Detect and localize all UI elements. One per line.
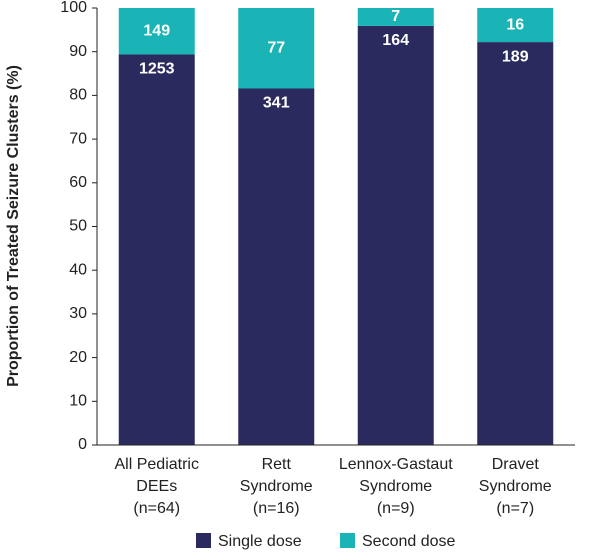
y-tick-label: 60 (69, 174, 87, 191)
y-tick-label: 90 (69, 43, 87, 60)
bar-segment (118, 8, 195, 55)
bar-segment (238, 88, 315, 446)
x-tick-label-line: (n=9) (377, 500, 415, 517)
x-tick-label-line: All Pediatric (115, 456, 199, 473)
y-tick-label: 80 (69, 87, 87, 104)
x-tick-label-line: Rett (262, 456, 292, 473)
bar-segment (357, 25, 434, 446)
y-axis-title: Proportion of Treated Seizure Clusters (… (5, 65, 22, 387)
bar-segment (477, 8, 554, 43)
x-tick-label-line: Syndrome (479, 478, 552, 495)
legend-swatch (196, 533, 211, 548)
x-tick-label-line: Syndrome (240, 478, 313, 495)
bar-segment (118, 54, 195, 446)
count-label: 164 (382, 32, 409, 49)
x-tick-label-line: (n=16) (253, 500, 300, 517)
y-tick-label: 0 (78, 436, 87, 453)
legend-label: Second dose (362, 533, 456, 550)
count-label: 149 (143, 22, 170, 39)
y-tick-label: 100 (60, 0, 87, 16)
bar-segment (357, 8, 434, 26)
y-tick-label: 50 (69, 218, 87, 235)
x-tick-label: All Pediatric DEEs (n=64) (115, 456, 199, 517)
x-tick-label: Dravet Syndrome (n=7) (479, 456, 552, 517)
x-tick-label-line: DEEs (136, 478, 177, 495)
count-label: 341 (263, 95, 290, 112)
legend-label: Single dose (218, 533, 302, 550)
count-label: 1253 (139, 61, 175, 78)
y-tick-label: 10 (69, 393, 87, 410)
y-tick-label: 40 (69, 261, 87, 278)
count-label: 77 (267, 39, 285, 56)
count-label: 7 (391, 8, 400, 25)
y-tick-label: 70 (69, 130, 87, 147)
x-tick-label-line: (n=64) (133, 500, 180, 517)
count-label: 16 (506, 16, 524, 33)
x-tick-label: Rett Syndrome (n=16) (240, 456, 313, 517)
bar-segment (477, 42, 554, 445)
x-tick-label-line: Lennox-Gastaut (339, 456, 453, 473)
legend-swatch (340, 533, 355, 548)
x-tick-label-line: Dravet (492, 456, 540, 473)
x-tick-label-line: Syndrome (359, 478, 432, 495)
x-tick-label-line: (n=7) (496, 500, 534, 517)
y-tick-label: 30 (69, 305, 87, 322)
bar-segment (238, 8, 315, 89)
count-label: 189 (502, 48, 529, 65)
y-tick-label: 20 (69, 349, 87, 366)
x-tick-label: Lennox-Gastaut Syndrome (n=9) (339, 456, 453, 517)
